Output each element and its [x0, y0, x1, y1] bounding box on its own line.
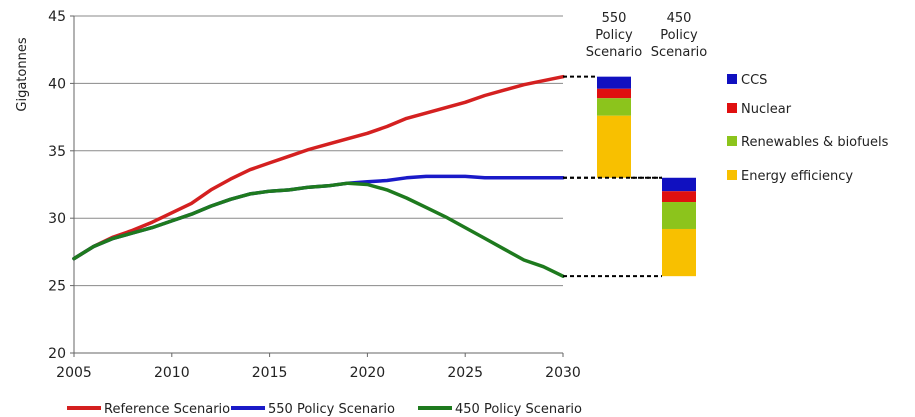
- y-tick-label: 30: [48, 211, 66, 227]
- series-line-450-policy-scenario: [72, 181, 565, 278]
- y-tick-label: 35: [48, 144, 66, 160]
- legend-label: 450 Policy Scenario: [455, 402, 582, 417]
- y-tick-label: 20: [48, 346, 66, 362]
- segment-legend-label: CCS: [741, 73, 767, 88]
- wedge-segment-nuclear: [662, 191, 696, 203]
- segment-legend-label: Energy efficiency: [741, 169, 853, 184]
- wedge-label: Policy: [595, 28, 633, 43]
- wedge-segment-ccs: [662, 177, 696, 192]
- wedge-segment-renewables-biofuels: [662, 202, 696, 229]
- x-tick-label: 2020: [350, 365, 386, 381]
- legend-label: 550 Policy Scenario: [268, 402, 395, 417]
- wedge-label: 550: [602, 11, 627, 26]
- segment-legend-swatch: [727, 74, 737, 84]
- segment-legend: CCS Nuclear Renewables & biofuels Energy ef…: [727, 73, 889, 184]
- segment-legend-label: Nuclear: [741, 102, 792, 117]
- segment-legend-swatch: [727, 103, 737, 113]
- x-tick-label: 2005: [56, 365, 92, 381]
- segment-legend-label: Renewables & biofuels: [741, 135, 889, 150]
- x-tick-label: 2025: [447, 365, 483, 381]
- y-tick-label: 45: [48, 9, 66, 25]
- wedge-segment-ccs: [597, 76, 631, 89]
- wedge-label: Scenario: [586, 45, 643, 60]
- wedge-segment-nuclear: [597, 88, 631, 99]
- series-legend: Reference Scenario 550 Policy Scenario 450…: [67, 402, 582, 417]
- wedge-label: Policy: [660, 28, 698, 43]
- x-tick-label: 2030: [545, 365, 581, 381]
- wedge-bars: 550 Policy Scenario 450 Policy Scenario: [563, 11, 708, 278]
- wedge-segment-energy-efficiency: [597, 115, 631, 178]
- series-lines: [72, 74, 565, 278]
- y-tick-label: 25: [48, 279, 66, 295]
- series-line-550-policy-scenario: [72, 174, 565, 261]
- y-axis-title: Gigatonnes: [15, 37, 30, 111]
- segment-legend-swatch: [727, 170, 737, 180]
- y-tick-label: 40: [48, 76, 66, 92]
- legend-label: Reference Scenario: [104, 402, 230, 417]
- series-line-reference-scenario: [72, 74, 565, 261]
- wedge-label: 450: [667, 11, 692, 26]
- x-tick-label: 2010: [154, 365, 190, 381]
- wedge-label: Scenario: [651, 45, 708, 60]
- grid-lines: [74, 15, 563, 354]
- segment-legend-swatch: [727, 136, 737, 146]
- wedge-segment-renewables-biofuels: [597, 98, 631, 116]
- wedge-segment-energy-efficiency: [662, 228, 696, 277]
- x-tick-label: 2015: [252, 365, 288, 381]
